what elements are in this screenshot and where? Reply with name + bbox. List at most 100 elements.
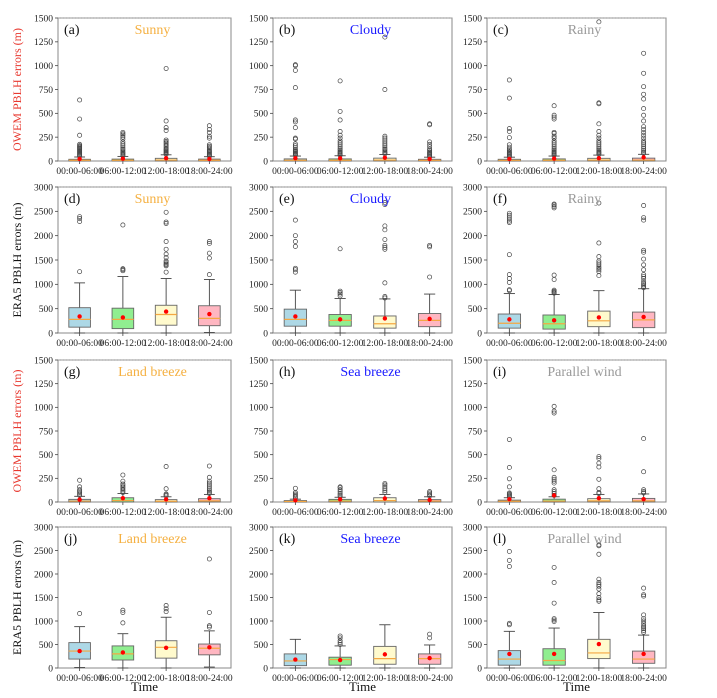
outlier-point — [596, 128, 602, 134]
outlier-point — [641, 217, 647, 223]
outlier-point — [382, 146, 388, 152]
outlier-point — [641, 280, 647, 286]
mean-marker — [507, 156, 512, 162]
outlier-point — [206, 241, 212, 246]
panel-f: 0 500 1000 1500 2000 2500 3000 00:00-06:0006:00… — [463, 183, 667, 349]
y-tick-label: 750 — [39, 427, 54, 437]
outlier-point — [382, 139, 388, 145]
outlier-point — [596, 254, 602, 260]
panel-j: 0 500 1000 1500 2000 2500 3000 00:00-06:0006:00… — [10, 523, 233, 684]
y-tick-label: 0 — [263, 498, 268, 508]
outlier-point — [551, 129, 557, 135]
outlier-point — [163, 137, 169, 143]
x-tick-label: 00:00-06:00 — [486, 508, 533, 518]
x-tick-label: 06:00-12:00 — [531, 167, 578, 177]
outlier-point — [206, 250, 212, 256]
outlier-point — [641, 612, 647, 618]
outlier-point — [382, 280, 388, 286]
box-06:00-12:00 — [542, 201, 566, 334]
outlier-point — [641, 148, 647, 153]
mean-marker — [427, 316, 432, 322]
axes-frame — [486, 359, 667, 503]
outlier-point — [163, 125, 169, 131]
outlier-point — [641, 203, 647, 208]
outlier-point — [337, 638, 343, 644]
outlier-point — [641, 262, 647, 268]
panel-label: (l) — [493, 532, 507, 547]
outlier-point — [596, 135, 602, 141]
outlier-point — [382, 486, 388, 492]
y-tick-label: 500 — [39, 451, 54, 461]
mean-marker — [337, 497, 343, 502]
x-tick-label: 18:00-24:00 — [186, 674, 233, 684]
x-tick-label: 18:00-24:00 — [406, 339, 453, 349]
outlier-point — [641, 256, 647, 262]
mean-marker — [596, 496, 602, 501]
y-tick-label: 1000 — [34, 281, 53, 291]
y-tick-label: 3000 — [463, 523, 482, 533]
y-tick-label: 1000 — [463, 281, 482, 291]
panel-title: Parallel wind — [547, 532, 621, 547]
y-tick-label: 2500 — [34, 208, 53, 218]
outlier-point — [206, 486, 212, 492]
outlier-point — [596, 580, 602, 585]
outlier-point — [337, 147, 343, 153]
axes-frame — [486, 17, 667, 162]
outlier-point — [641, 247, 647, 253]
outlier-point — [120, 472, 126, 478]
outlier-point — [382, 482, 388, 488]
outlier-point — [163, 118, 169, 124]
outlier-point — [382, 244, 388, 250]
x-tick-label: 18:00-24:00 — [186, 508, 233, 518]
outlier-point — [292, 233, 298, 239]
y-axis-label: ERA5 PBLH errors (m) — [10, 540, 24, 655]
outlier-point — [596, 576, 602, 582]
mean-marker — [163, 155, 169, 161]
box-iqr — [587, 638, 611, 660]
outlier-point — [641, 436, 647, 442]
outlier-point — [551, 474, 557, 480]
outlier-point — [77, 216, 83, 222]
panel-e: 0 500 1000 1500 2000 2500 3000 00:00-06:0006:00… — [249, 183, 453, 349]
outlier-point — [596, 132, 602, 138]
outlier-point — [382, 148, 388, 153]
outlier-point — [551, 147, 557, 153]
box-12:00-18:00 — [587, 200, 611, 334]
outlier-point — [641, 267, 647, 273]
outlier-point — [641, 118, 647, 124]
outlier-point — [382, 143, 388, 149]
outlier-point — [641, 91, 647, 97]
outlier-point — [596, 265, 602, 271]
box-12:00-18:00 — [154, 66, 178, 162]
panel-label: (c) — [493, 23, 509, 38]
mean-marker — [77, 156, 82, 162]
outlier-point — [120, 478, 126, 484]
outlier-point — [292, 62, 298, 68]
y-axis-label: ERA5 PBLH errors (m) — [10, 203, 24, 318]
box-iqr — [373, 315, 397, 329]
outlier-point — [120, 134, 126, 140]
y-axis-label: OWEM PBLH errors (m) — [10, 370, 24, 493]
mean-marker — [120, 315, 126, 320]
outlier-point — [120, 139, 126, 145]
outlier-point — [551, 478, 557, 484]
outlier-point — [206, 478, 212, 484]
panel-k: 0 500 1000 1500 2000 2500 3000 00:00-06:0006:00… — [249, 523, 453, 684]
mean-marker — [596, 315, 602, 320]
mean-marker — [77, 648, 82, 654]
panel-c: 0 250 500 750 1000 1250 1500 00:00-06:0006:00-1… — [463, 14, 667, 177]
outlier-point — [206, 127, 212, 132]
box-00:00-06:00 — [497, 77, 522, 162]
outlier-point — [551, 201, 557, 207]
outlier-point — [382, 87, 388, 92]
outlier-point — [427, 121, 433, 127]
x-tick-label: 06:00-12:00 — [531, 674, 578, 684]
outlier-point — [596, 464, 602, 470]
outlier-point — [120, 484, 126, 490]
outlier-point — [77, 487, 83, 493]
x-tick-label: 12:00-18:00 — [143, 508, 190, 518]
x-tick-label: 00:00-06:00 — [486, 339, 533, 349]
outlier-point — [551, 487, 557, 493]
axes-frame — [272, 526, 453, 669]
outlier-point — [641, 84, 647, 90]
